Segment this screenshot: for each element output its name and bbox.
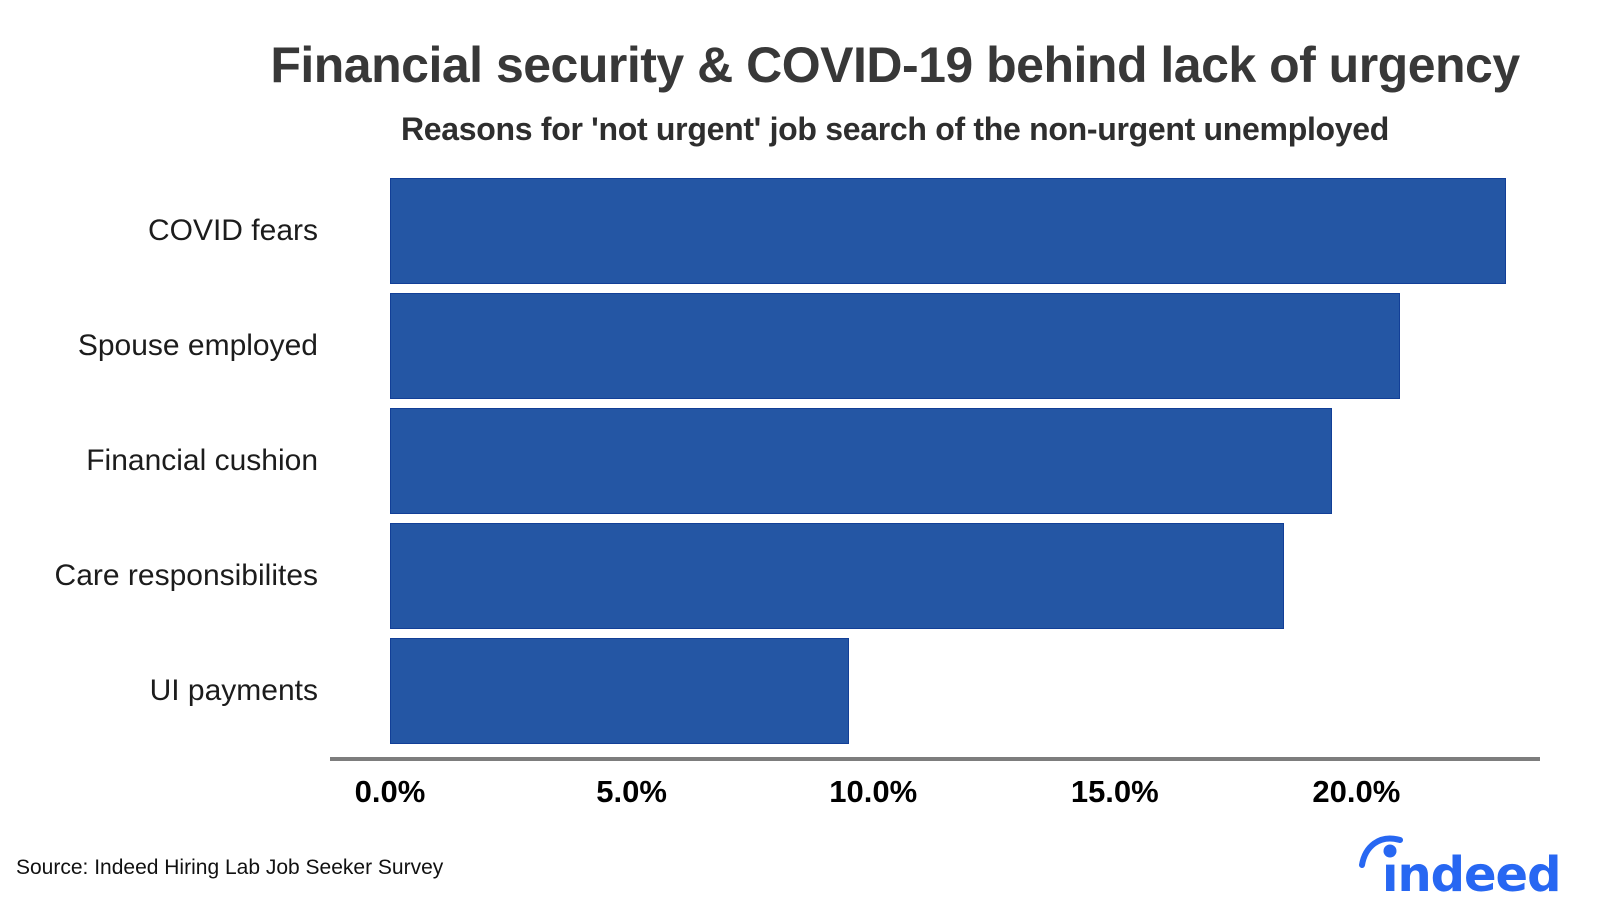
bar-row: Financial cushion — [0, 408, 1600, 514]
bar-row: Care responsibilites — [0, 523, 1600, 629]
category-label: Spouse employed — [77, 329, 318, 362]
bar-ui-payments — [390, 638, 850, 744]
x-tick-label: 5.0% — [596, 774, 667, 809]
indeed-logo: ındeed — [1359, 835, 1561, 903]
bar-track — [390, 523, 1540, 629]
source-note: Source: Indeed Hiring Lab Job Seeker Sur… — [16, 856, 444, 879]
logo-dot-icon — [1383, 844, 1397, 858]
x-tick-label: 10.0% — [829, 774, 918, 809]
bar-track — [390, 293, 1540, 399]
bar-care-responsibilites — [390, 523, 1284, 629]
logo-wordmark: ındeed — [1382, 847, 1560, 903]
bar-track — [390, 178, 1540, 284]
chart-header: Financial security & COVID-19 behind lac… — [190, 38, 1600, 148]
x-axis-line — [330, 757, 1540, 761]
bar-track — [390, 408, 1540, 514]
chart-subtitle: Reasons for 'not urgent' job search of t… — [400, 111, 1390, 147]
category-label: COVID fears — [147, 214, 318, 247]
logo-arc-icon — [1359, 835, 1403, 868]
x-tick-label: 15.0% — [1070, 774, 1159, 809]
bar-row: COVID fears — [0, 178, 1600, 284]
bar-track — [390, 638, 1540, 744]
bar-covid-fears — [390, 178, 1507, 284]
category-label: Financial cushion — [86, 444, 318, 477]
bar-financial-cushion — [390, 408, 1333, 514]
bar-chart: COVID fears Spouse employed Financial cush… — [0, 178, 1600, 744]
bar-row: UI payments — [0, 638, 1600, 744]
x-tick-label: 0.0% — [354, 774, 426, 809]
bar-row: Spouse employed — [0, 293, 1600, 399]
category-label: Care responsibilites — [54, 559, 318, 592]
chart-title: Financial security & COVID-19 behind lac… — [270, 37, 1520, 93]
x-tick-label: 20.0% — [1312, 774, 1401, 809]
x-axis-ticks: 0.0% 5.0% 10.0% 15.0% 20.0% — [355, 774, 1540, 814]
category-label: UI payments — [149, 674, 318, 707]
bar-spouse-employed — [390, 293, 1400, 399]
